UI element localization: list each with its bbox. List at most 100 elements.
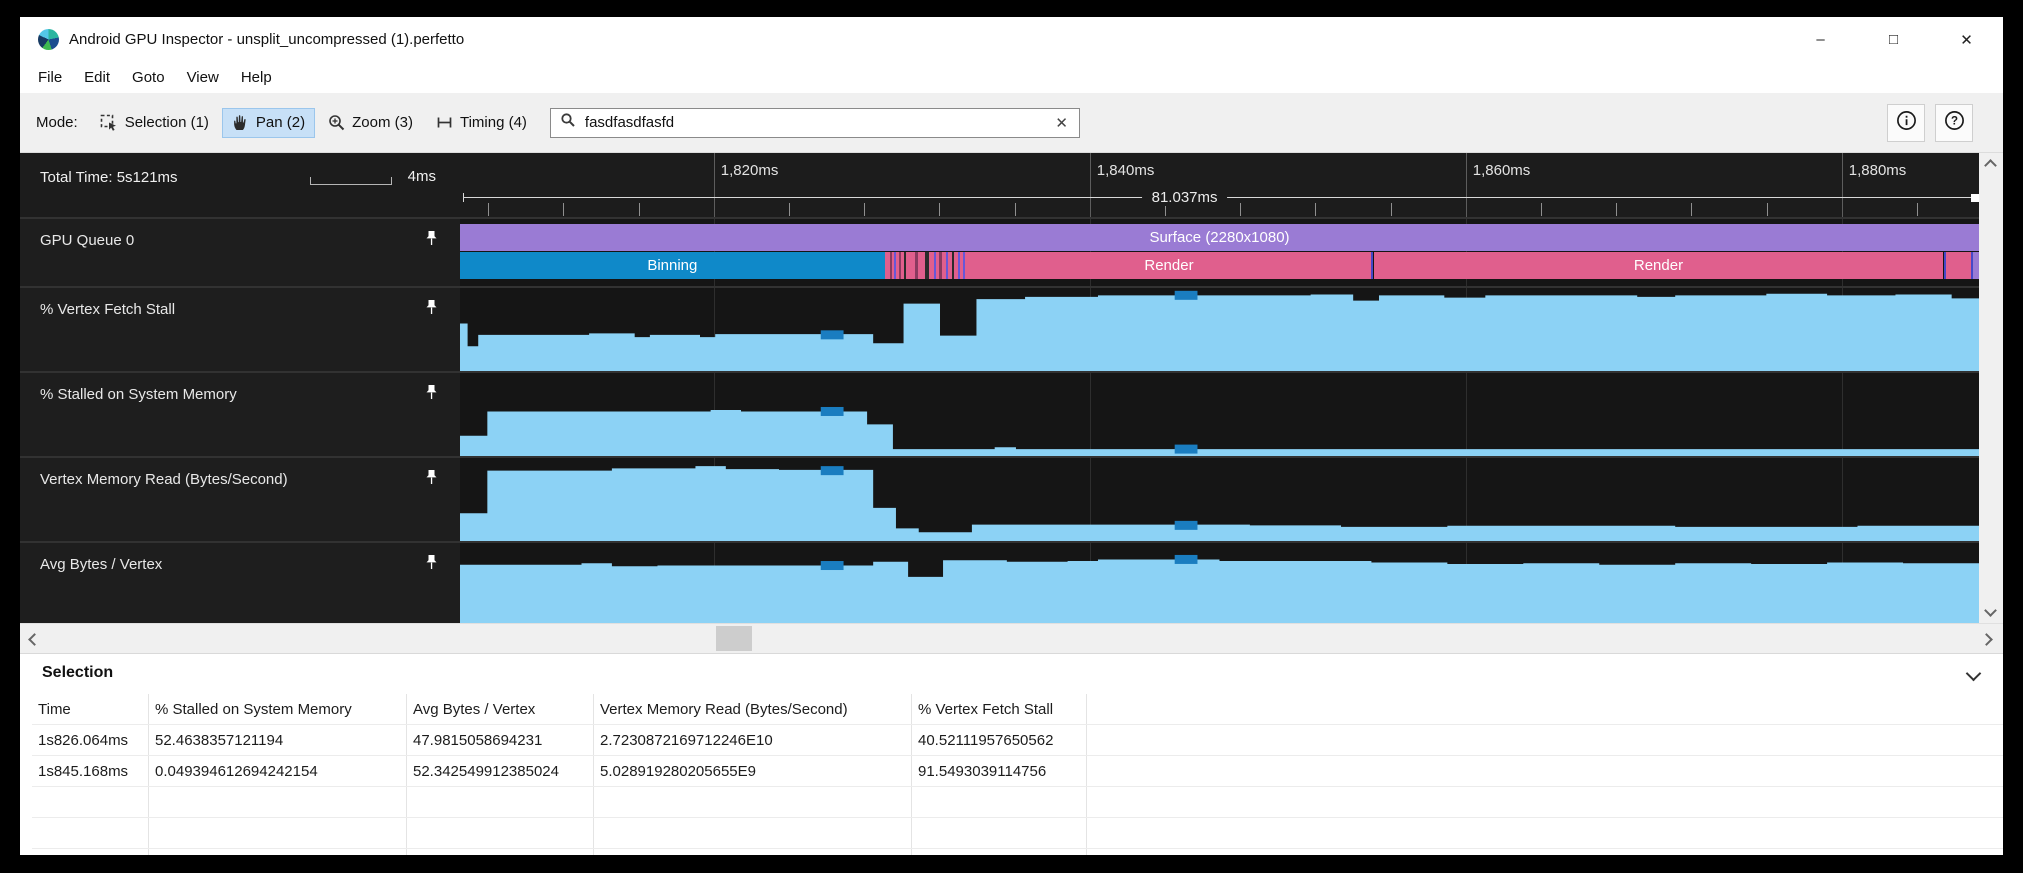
track-chart-area[interactable] [460,458,1979,541]
mode-button-label: Pan (2) [255,114,306,131]
table-cell [32,787,149,817]
mode-timing-button[interactable]: Timing (4) [426,108,537,138]
measure-line-handle[interactable] [1971,194,1979,202]
pan-icon [232,114,249,131]
track-chart-area[interactable] [460,288,1979,371]
selected-sample-marker[interactable] [820,330,844,340]
time-ruler[interactable]: 1,820ms 1,840ms 1,860ms 1,880ms 81.037ms [460,153,1979,217]
timeline-header: Total Time: 5s121ms 4ms 1,820ms 1,840ms 1,… [20,153,2003,217]
track-chart-area[interactable] [460,373,1979,456]
vertical-scrollbar[interactable] [1979,153,2003,623]
close-button[interactable]: ✕ [1960,31,1973,49]
slice-sliver [946,252,949,279]
slice-slice[interactable] [1946,252,1971,279]
ruler-minor-tick [1916,203,1918,216]
binning-slice[interactable]: Binning [460,252,885,279]
render-slice[interactable]: Render [1373,252,1944,279]
table-cell [594,787,912,817]
slice-sliver [904,252,907,279]
pin-icon[interactable] [425,384,438,406]
pin-icon[interactable] [425,469,438,491]
selected-sample-marker[interactable] [1174,520,1198,530]
track-label-text: Vertex Memory Read (Bytes/Second) [40,471,288,488]
track-label--stalled-on-system-memory: % Stalled on System Memory [20,373,460,456]
table-cell [149,818,407,848]
scroll-down-icon[interactable] [1984,604,1997,617]
table-cell [594,849,912,855]
ruler-time-label: 1,880ms [1848,162,1907,179]
minimize-button[interactable]: – [1816,31,1825,48]
counter-chart[interactable] [460,543,1979,623]
track-chart-area[interactable] [460,543,1979,623]
column-header: % Vertex Fetch Stall [912,694,1087,724]
menu-view[interactable]: View [186,69,219,86]
selected-sample-marker[interactable] [1174,554,1198,564]
table-cell [407,849,594,855]
maximize-button[interactable]: □ [1888,31,1899,48]
column-header: Avg Bytes / Vertex [407,694,594,724]
selected-sample-marker[interactable] [1174,444,1198,454]
table-cell: 5.028919280205655E9 [594,756,912,786]
counter-area [460,559,1979,623]
table-cell [912,787,1087,817]
ruler-time-label: 1,820ms [720,162,779,179]
menu-file[interactable]: File [38,69,63,86]
app-icon [38,29,59,50]
menu-goto[interactable]: Goto [132,69,165,86]
search-input[interactable] [582,113,1054,132]
slice-sliver [924,252,929,279]
counter-chart[interactable] [460,458,1979,541]
collapse-panel-icon[interactable] [1965,665,1982,682]
table-cell: 2.7230872169712246E10 [594,725,912,755]
pin-icon[interactable] [425,554,438,576]
track-label-avg-bytes-vertex: Avg Bytes / Vertex [20,543,460,623]
mode-selection-button[interactable]: Selection (1) [90,108,219,138]
menu-edit[interactable]: Edit [84,69,111,86]
track-chart-area[interactable]: Surface (2280x1080) Binning Render Render [460,219,1979,286]
counter-chart[interactable] [460,288,1979,371]
help-button[interactable]: ? [1935,103,1973,142]
info-button[interactable] [1887,103,1925,142]
column-header: Vertex Memory Read (Bytes/Second) [594,694,912,724]
scroll-left-icon[interactable] [28,633,41,646]
render-slice[interactable]: Render [967,252,1371,279]
table-cell: 1s845.168ms [32,756,149,786]
counter-area [460,466,1979,541]
pin-icon[interactable] [425,299,438,321]
scroll-up-icon[interactable] [1984,159,1997,172]
ruler-major-gridline [1465,153,1467,217]
selection-panel-title: Selection [42,664,114,681]
scrollbar-thumb[interactable] [716,626,752,651]
menu-help[interactable]: Help [240,69,272,86]
selected-sample-marker[interactable] [1174,290,1198,300]
menu-bar: File Edit Goto View Help [20,62,2003,93]
slice-sliver [1943,252,1946,279]
ruler-major-gridline [1841,153,1843,217]
selected-sample-marker[interactable] [820,561,844,571]
mode-label: Mode: [36,114,78,131]
timeline-header-left: Total Time: 5s121ms 4ms [20,153,460,217]
pin-icon[interactable] [425,230,438,252]
slice-sliver [1971,252,1974,279]
ruler-minor-tick [638,203,640,216]
clear-search-button[interactable]: ✕ [1055,114,1068,132]
surface-slice[interactable]: Surface (2280x1080) [460,224,1979,251]
scroll-right-icon[interactable] [1980,633,1993,646]
track-label-text: % Vertex Fetch Stall [40,301,176,318]
horizontal-scrollbar[interactable] [20,623,2003,653]
ruler-minor-tick [1240,203,1242,216]
selection-icon [100,114,118,132]
ruler-minor-tick [1540,203,1542,216]
window-title: Android GPU Inspector - unsplit_uncompre… [69,31,465,48]
slice-slice[interactable] [1972,252,1979,279]
counter-chart[interactable] [460,373,1979,456]
table-cell [912,849,1087,855]
selected-sample-marker[interactable] [820,466,844,476]
ruler-minor-tick [788,203,790,216]
table-cell: 0.049394612694242154 [149,756,407,786]
mode-pan-button[interactable]: Pan (2) [221,107,316,138]
search-box[interactable]: ✕ [549,107,1080,138]
timeline-tracks: GPU Queue 0 Surface (2280x1080) Binning Ren… [20,217,2003,623]
selected-sample-marker[interactable] [820,406,844,416]
mode-zoom-button[interactable]: Zoom (3) [318,108,423,138]
